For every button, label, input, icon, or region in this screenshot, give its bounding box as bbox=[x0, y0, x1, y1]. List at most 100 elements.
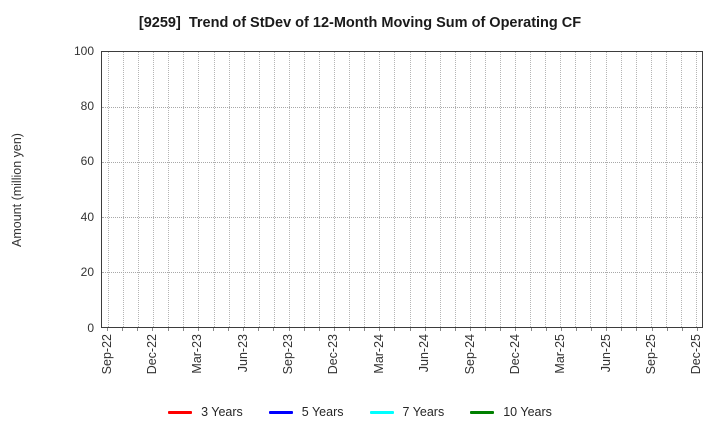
x-tick-mark bbox=[636, 328, 638, 331]
y-tick-label: 100 bbox=[73, 43, 94, 58]
x-gridline bbox=[484, 52, 486, 327]
legend-line-swatch bbox=[268, 410, 293, 414]
x-gridline bbox=[439, 52, 441, 327]
x-tick-mark bbox=[651, 328, 653, 331]
legend-label: 7 Years bbox=[402, 405, 445, 419]
x-tick-mark bbox=[107, 328, 109, 331]
x-tick-mark bbox=[197, 328, 199, 331]
x-gridline bbox=[620, 52, 622, 327]
x-gridline bbox=[364, 52, 366, 327]
x-tick-mark bbox=[273, 328, 275, 331]
x-tick-mark bbox=[167, 328, 169, 331]
y-axis-label: Amount (million yen) bbox=[10, 133, 24, 247]
y-tick-label: 0 bbox=[87, 320, 94, 335]
x-gridline bbox=[123, 52, 125, 327]
x-gridline bbox=[108, 52, 110, 327]
x-gridline bbox=[515, 52, 517, 327]
x-tick-mark bbox=[349, 328, 351, 331]
y-gridline bbox=[102, 162, 702, 163]
x-tick-mark bbox=[621, 328, 623, 331]
x-tick-mark bbox=[394, 328, 396, 331]
x-tick-mark bbox=[137, 328, 139, 331]
x-gridline bbox=[409, 52, 411, 327]
x-gridline bbox=[334, 52, 336, 327]
legend-line-swatch bbox=[168, 410, 193, 414]
x-tick-mark bbox=[424, 328, 426, 331]
x-tick-mark bbox=[303, 328, 305, 331]
x-gridline bbox=[258, 52, 260, 327]
x-gridline bbox=[665, 52, 667, 327]
x-tick-mark bbox=[182, 328, 184, 331]
chart-title: [9259] Trend of StDev of 12-Month Moving… bbox=[138, 15, 582, 31]
x-tick-mark bbox=[333, 328, 335, 331]
x-tick-mark bbox=[379, 328, 381, 331]
x-tick-mark bbox=[212, 328, 214, 331]
x-tick-mark bbox=[318, 328, 320, 331]
x-tick-mark bbox=[439, 328, 441, 331]
y-gridline bbox=[102, 272, 702, 273]
x-tick-label: Jun-24 bbox=[417, 334, 432, 373]
x-gridline bbox=[304, 52, 305, 327]
legend: 3 Years 5 Years 7 Years 10 Years bbox=[0, 405, 720, 419]
x-tick-mark bbox=[500, 328, 502, 331]
x-tick-mark bbox=[152, 328, 154, 331]
x-tick-mark bbox=[530, 328, 532, 331]
x-gridline bbox=[530, 52, 532, 327]
x-gridline bbox=[590, 52, 592, 327]
x-gridline bbox=[138, 52, 140, 327]
x-gridline bbox=[575, 52, 577, 327]
x-gridline bbox=[243, 52, 245, 327]
x-tick-mark bbox=[470, 328, 472, 331]
x-gridline bbox=[650, 52, 652, 327]
x-tick-label: Jun-25 bbox=[598, 334, 613, 373]
x-gridline bbox=[349, 52, 351, 327]
legend-item: 10 Years bbox=[470, 405, 552, 419]
x-gridline bbox=[605, 52, 607, 327]
x-tick-label: Mar-24 bbox=[371, 334, 386, 374]
x-tick-mark bbox=[575, 328, 577, 331]
legend-line-swatch bbox=[369, 410, 394, 414]
x-gridline bbox=[153, 52, 155, 327]
y-tick-label: 20 bbox=[80, 265, 94, 280]
x-tick-mark bbox=[243, 328, 245, 331]
x-tick-label: Sep-25 bbox=[644, 334, 659, 375]
x-tick-mark bbox=[485, 328, 487, 331]
x-tick-mark bbox=[545, 328, 547, 331]
x-tick-mark bbox=[122, 328, 124, 331]
y-tick-label: 60 bbox=[80, 154, 94, 169]
x-gridline bbox=[635, 52, 637, 327]
x-tick-mark bbox=[515, 328, 517, 331]
x-tick-label: Sep-22 bbox=[99, 334, 114, 375]
x-gridline bbox=[394, 52, 396, 327]
x-gridline bbox=[198, 52, 200, 327]
x-gridline bbox=[168, 52, 170, 327]
legend-line-swatch bbox=[470, 410, 495, 414]
x-tick-label: Sep-24 bbox=[462, 334, 477, 375]
x-tick-label: Mar-23 bbox=[190, 334, 205, 374]
legend-label: 10 Years bbox=[503, 405, 552, 419]
x-gridline bbox=[560, 52, 562, 327]
x-tick-mark bbox=[681, 328, 683, 331]
x-gridline bbox=[469, 52, 471, 327]
x-tick-mark bbox=[288, 328, 290, 331]
x-tick-mark bbox=[409, 328, 411, 331]
x-tick-mark bbox=[454, 328, 456, 331]
x-tick-mark bbox=[606, 328, 608, 331]
x-gridline bbox=[499, 52, 501, 327]
x-gridline bbox=[680, 52, 682, 327]
x-tick-label: Dec-23 bbox=[326, 334, 341, 375]
x-gridline bbox=[183, 52, 185, 327]
legend-label: 5 Years bbox=[301, 405, 344, 419]
y-tick-label: 80 bbox=[80, 98, 94, 113]
x-tick-mark bbox=[364, 328, 366, 331]
plot-area bbox=[101, 51, 703, 328]
legend-item: 3 Years bbox=[168, 405, 243, 419]
x-tick-label: Jun-23 bbox=[235, 334, 250, 373]
x-gridline bbox=[545, 52, 547, 327]
x-gridline bbox=[454, 52, 456, 327]
x-gridline bbox=[213, 52, 215, 327]
y-tick-label: 40 bbox=[80, 209, 94, 224]
legend-item: 7 Years bbox=[369, 405, 445, 419]
x-tick-label: Dec-22 bbox=[144, 334, 159, 375]
